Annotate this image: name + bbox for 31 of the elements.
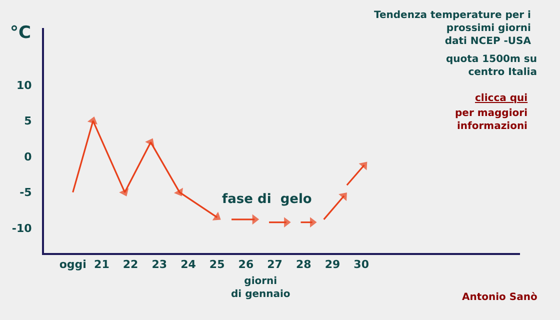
point — [119, 188, 129, 196]
y-tick-label: -5 — [20, 186, 32, 200]
y-tick-label: 10 — [16, 78, 32, 92]
x-tick-label: 26 — [238, 258, 254, 272]
annotation: fase di gelo — [222, 192, 312, 207]
y-axis-title: °C — [10, 23, 31, 43]
x-tick-label: 30 — [354, 258, 370, 272]
x-tick-label: 24 — [180, 258, 196, 272]
x-tick-label: 25 — [209, 258, 225, 272]
y-tick-label: -10 — [12, 222, 32, 235]
x-tick-label: 27 — [267, 258, 282, 272]
point — [212, 212, 221, 220]
point — [358, 162, 368, 170]
annotation: per maggiori informazioni — [455, 108, 528, 132]
point — [338, 192, 347, 201]
x-tick-label: 22 — [122, 258, 138, 272]
chart-title: Tendenza temperature per i prossimi giorni dati NCEP -USA — [374, 10, 532, 47]
annotation: clicca qui — [475, 93, 528, 104]
x-axis-title: giorni di gennaio — [231, 276, 290, 300]
x-tick-label: 21 — [94, 258, 110, 272]
x-tick-label: oggi — [59, 258, 86, 272]
y-tick-label: 0 — [24, 150, 32, 164]
y-tick-label: 5 — [24, 114, 32, 128]
x-tick-label: 29 — [324, 258, 340, 272]
point — [174, 188, 183, 196]
point — [145, 138, 154, 147]
x-tick-label: 23 — [152, 258, 168, 272]
text: Antonio Sanò — [462, 292, 538, 303]
x-tick-label: 28 — [296, 258, 312, 272]
point — [87, 116, 98, 124]
text: quota 1500m su centro Italia — [446, 54, 537, 78]
